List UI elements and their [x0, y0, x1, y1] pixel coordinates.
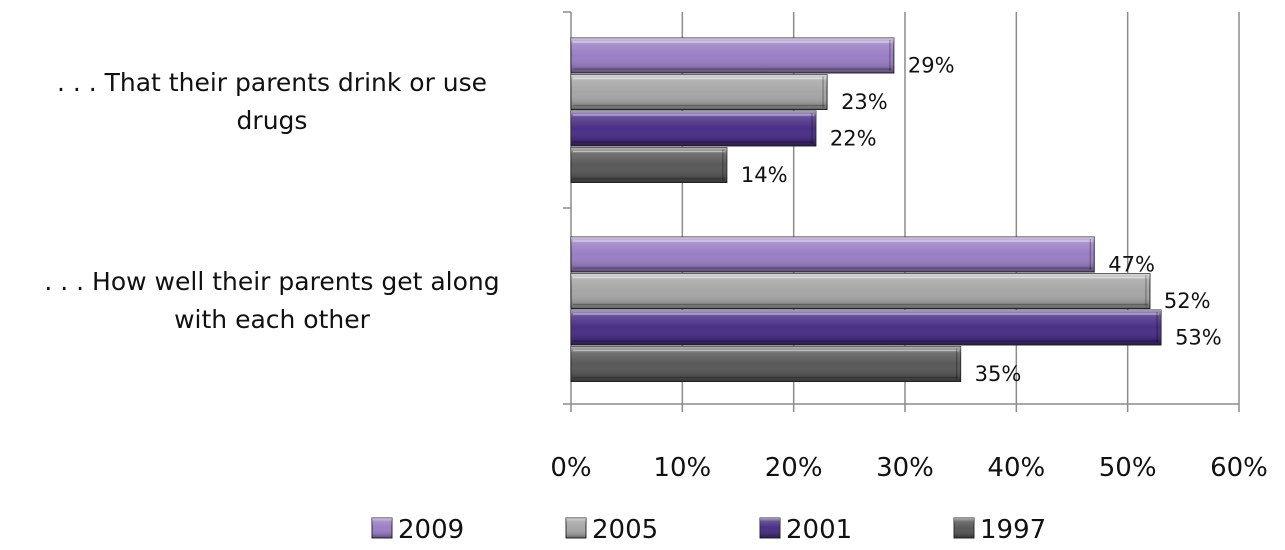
bar-1997-1 [570, 147, 728, 183]
legend: 2009 2005 2001 1997 [371, 515, 1046, 545]
data-label-1997-2: 35% [975, 362, 1022, 386]
data-label-2005-2: 52% [1164, 289, 1211, 313]
tick-labels: 0% 10% 20% 30% 40% 50% 60% [550, 453, 1268, 483]
data-label-1997-1: 14% [741, 163, 788, 187]
bar-2009-1 [570, 37, 895, 74]
x-tick-label: 10% [653, 453, 711, 483]
x-tick-label: 30% [876, 453, 934, 483]
data-labels: 29% 23% 22% 14% 47% 52% 53% 35% [741, 54, 1222, 387]
legend-item-2009: 2009 [371, 515, 464, 545]
x-tick-label: 20% [765, 453, 823, 483]
bar-2001-1 [570, 110, 817, 147]
data-label-2001-2: 53% [1175, 326, 1222, 350]
x-tick-label: 0% [550, 453, 591, 483]
category-label-1: . . . That their parents drink or use dru… [57, 68, 487, 135]
bar-2009-2 [570, 236, 1095, 273]
legend-item-2001: 2001 [759, 515, 852, 545]
bar-2005-1 [570, 74, 828, 110]
data-label-2009-1: 29% [908, 54, 955, 78]
category-labels: . . . That their parents drink or use dru… [44, 68, 499, 334]
category-label-2: . . . How well their parents get along wi… [44, 267, 499, 334]
bar-2005-2 [570, 273, 1151, 309]
bars [570, 37, 1162, 382]
legend-label: 2009 [398, 515, 464, 545]
x-tick-label: 50% [1099, 453, 1157, 483]
data-label-2009-2: 47% [1108, 253, 1155, 277]
data-label-2005-1: 23% [841, 90, 888, 114]
bar-2001-2 [570, 309, 1162, 346]
x-tick-label: 40% [987, 453, 1045, 483]
legend-item-1997: 1997 [953, 515, 1046, 545]
bar-1997-2 [570, 346, 962, 382]
legend-label: 1997 [980, 515, 1046, 545]
data-label-2001-1: 22% [830, 127, 877, 151]
legend-label: 2001 [786, 515, 852, 545]
x-tick-label: 60% [1210, 453, 1268, 483]
legend-label: 2005 [592, 515, 658, 545]
legend-item-2005: 2005 [565, 515, 658, 545]
